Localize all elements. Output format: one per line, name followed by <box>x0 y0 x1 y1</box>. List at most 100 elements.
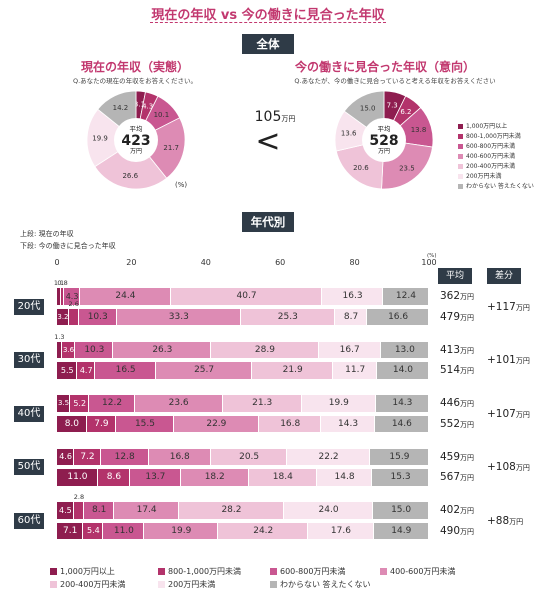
bar-segment-label: 25.3 <box>277 311 298 322</box>
bar-segment: 16.6 <box>367 308 429 325</box>
bar-segment: 15.0 <box>373 502 429 519</box>
diff-number: +101 <box>487 354 516 366</box>
bar-segment-label: 13.0 <box>394 344 415 355</box>
avg-number: 413 <box>440 343 461 356</box>
bar-segment: 25.3 <box>240 308 335 325</box>
avg-unit: 万円 <box>460 293 475 301</box>
bar-segment: 10.3 <box>78 308 117 325</box>
bar-segment-label: 5.4 <box>87 526 100 536</box>
pie-legend-item: 200万円未満 <box>458 172 534 182</box>
bar-segment-label: 12.2 <box>102 398 123 409</box>
bar-segment: 20.5 <box>211 448 288 465</box>
bar-segment-label: 16.7 <box>339 344 360 355</box>
compare-value-text: 105万円 <box>250 109 300 125</box>
x-axis: 0 20 40 60 80 100 <box>0 258 536 270</box>
bar-segment: 14.8 <box>317 469 373 486</box>
legend-swatch <box>50 581 57 588</box>
bar-segment: 13.0 <box>380 341 429 358</box>
bar-segment: 15.5 <box>116 415 174 432</box>
legend-item: わからない 答えたくない <box>270 579 371 590</box>
bar-segment-label: 19.9 <box>171 525 192 536</box>
x-tick-label: 60 <box>275 258 286 267</box>
legend-label: 400-600万円未満 <box>466 153 516 160</box>
avg-number: 479 <box>440 310 461 323</box>
bar-segment: 7.2 <box>74 448 101 465</box>
compare-value: 105 <box>254 109 282 125</box>
avg-value: 413万円 <box>440 344 474 356</box>
bar-segment-label: 10.3 <box>84 344 105 355</box>
bar-segment: 5.4 <box>83 522 104 539</box>
bar-segment: 7.1 <box>57 522 84 539</box>
bar-segment-label: 11.0 <box>67 472 88 483</box>
bar-row: 5.5 4.7 16.5 25.7 21.9 11.7 14.0 <box>57 362 429 379</box>
bar-segment: 28.2 <box>179 502 284 519</box>
age-badge: 20代 <box>14 298 44 315</box>
x-tick-label: 100 <box>421 258 437 267</box>
pie-slice-label-1: 3.1 <box>134 101 145 109</box>
bar-segment: 16.8 <box>148 448 211 465</box>
diff-unit: 万円 <box>515 410 530 419</box>
legend-item: 200万円未満 <box>158 579 215 590</box>
age-badge: 60代 <box>14 512 44 529</box>
pie-legend-item: 200-400万円未満 <box>458 162 534 172</box>
bar-row: 3.2 2.6 10.3 33.3 25.3 8.7 16.6 <box>57 300 429 325</box>
legend-item: 1,000万円以上 <box>50 566 115 577</box>
bar-segment-label: 14.3 <box>338 418 359 429</box>
legend-swatch <box>270 568 277 575</box>
bar-segment: 11.0 <box>103 522 145 539</box>
legend-label: 200万円未満 <box>168 580 216 589</box>
avg-value: 402万円 <box>440 504 474 516</box>
diff-value: +108万円 <box>487 461 530 473</box>
pie-slice-label-3: 13.8 <box>411 126 427 134</box>
avg-number: 567 <box>440 471 461 483</box>
bar-segment-label: 14.8 <box>334 472 355 483</box>
legend-label: 600-800万円未満 <box>466 143 516 150</box>
pie-center-label: 平均 <box>378 124 392 133</box>
pie-slice-6 <box>86 108 137 168</box>
bar-segment-label: 21.9 <box>282 365 303 376</box>
bar-segment: 8.1 <box>84 502 115 519</box>
legend-label: わからない 答えたくない <box>466 183 534 190</box>
bar-segment: 16.7 <box>318 341 381 358</box>
bar-row: 4.5 2.8 8.1 17.4 28.2 24.0 15.0 <box>57 493 429 519</box>
bottom-legend: 1,000万円以上 800-1,000万円未満 600-800万円未満 400-600… <box>50 566 520 596</box>
bar-row: 3.5 5.2 12.2 23.6 21.3 19.9 14.3 <box>57 395 429 412</box>
bar-row: 8.0 7.9 15.5 22.9 16.8 14.3 14.6 <box>57 415 429 432</box>
bar-segment-label: 20.5 <box>239 451 260 462</box>
bar-segment-label: 18.4 <box>272 472 293 483</box>
avg-unit: 万円 <box>460 400 475 408</box>
pie2-title: 今の働きに見合った年収（意向） <box>294 60 475 74</box>
bar-segment: 22.2 <box>287 448 370 465</box>
bar-segment-label: 17.4 <box>136 505 157 516</box>
bar-segment: 14.3 <box>321 415 375 432</box>
avg-unit: 万円 <box>460 507 475 515</box>
bar-segment-label: 14.0 <box>392 365 413 376</box>
x-tick-label: 0 <box>54 258 60 267</box>
section-label-age: 年代別 <box>242 212 294 232</box>
bar-segment: 8.7 <box>334 308 368 325</box>
legend-swatch <box>158 568 165 575</box>
bar-segment-label: 7.9 <box>94 418 109 429</box>
bar-row: 1.3 3.6 10.3 26.3 28.9 16.7 13.0 <box>54 333 429 358</box>
bar-segment-label: 8.7 <box>343 311 359 322</box>
pie-center-unit: 万円 <box>378 148 390 155</box>
legend-label: 800-1,000万円未満 <box>466 133 521 140</box>
bar-segment: 24.4 <box>80 288 171 305</box>
bar-segment: 1.3 <box>54 333 65 358</box>
compare-unit: 万円 <box>281 115 296 123</box>
legend-label: 200万円未満 <box>466 173 502 180</box>
pie-slice-label-6: 13.6 <box>341 129 357 137</box>
pie-legend-item: わからない 答えたくない <box>458 182 534 192</box>
legend-item: 200-400万円未満 <box>50 579 125 590</box>
avg-unit: 万円 <box>460 313 475 322</box>
pie-slice-label-2: 4.3 <box>142 102 153 110</box>
pie-legend-item: 400-600万円未満 <box>458 152 534 162</box>
bar-segment: 12.8 <box>100 448 149 465</box>
legend-label: 1,000万円以上 <box>466 123 508 130</box>
bar-segment-label: 1.3 <box>54 332 65 341</box>
row-note-upper: 上段: 現在の年収 <box>20 230 74 238</box>
bar-segment: 40.7 <box>170 288 323 305</box>
bar-segment-label: 14.6 <box>391 418 412 429</box>
